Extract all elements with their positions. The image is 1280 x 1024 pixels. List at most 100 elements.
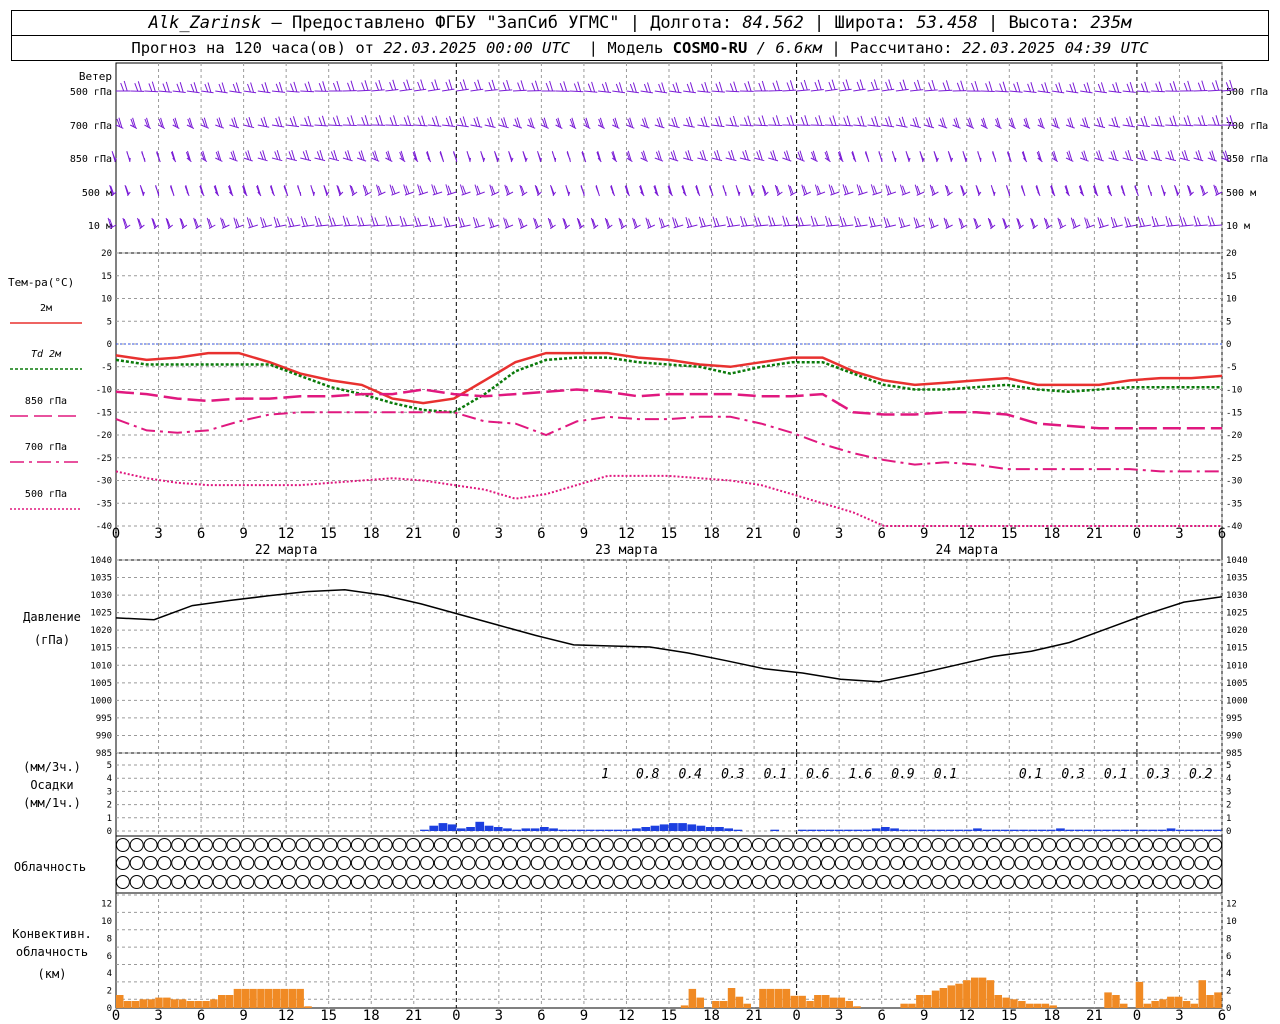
cloud-cover-symbol: [945, 856, 960, 870]
cloud-cover-symbol: [461, 838, 476, 852]
precip-bar: [622, 829, 632, 831]
conv-hour-tick: 0: [452, 1008, 460, 1024]
y-tick-label-left: 5: [107, 317, 112, 327]
cloud-cover-symbol: [364, 875, 379, 889]
cloud-cover-symbol: [461, 856, 476, 870]
cloud-cover-symbol: [1111, 875, 1126, 889]
precip-3h-sum: 0.2: [1189, 767, 1213, 782]
conv-bar: [1214, 992, 1222, 1008]
cloud-cover-symbol: [668, 838, 683, 852]
y-tick-label-left: 1025: [90, 609, 112, 619]
precip-bar: [1019, 829, 1028, 831]
conv-bar: [908, 1003, 916, 1008]
conv-bar: [1143, 1003, 1152, 1008]
precip-bar: [549, 828, 558, 831]
conv-bar: [1135, 981, 1144, 1008]
cloud-cover-symbol: [586, 875, 600, 889]
temp-hour-tick: 18: [703, 526, 720, 542]
cloud-cover-symbol: [1056, 838, 1070, 852]
conv-y-tick-left: 10: [101, 917, 112, 927]
cloud-cover-symbol: [834, 838, 849, 852]
cloud-cover-symbol: [834, 856, 849, 870]
cloud-cover-symbol: [572, 875, 587, 889]
y-tick-label-left: 1: [107, 814, 112, 824]
cloud-cover-symbol: [586, 856, 600, 870]
precip-3h-sum: 1: [601, 767, 609, 782]
cloud-cover-symbol: [1042, 838, 1057, 852]
precip-bar: [982, 829, 992, 831]
cloud-cover-symbol: [903, 838, 918, 852]
model-resolution: / 6.6км: [756, 39, 822, 57]
y-tick-label-right: 1035: [1226, 574, 1248, 584]
y-tick-label-left: 1000: [90, 696, 112, 706]
cloud-cover-symbol: [268, 838, 282, 852]
precip-bar: [798, 829, 807, 831]
cloud-cover-symbol: [489, 838, 504, 852]
conv-y-tick-left: 2: [107, 987, 112, 997]
conv-bar: [1010, 999, 1018, 1008]
temp-hour-tick: 6: [877, 526, 885, 542]
precip-bar: [586, 829, 595, 831]
y-tick-label-left: 4: [107, 774, 112, 784]
lat-value: 53.458: [916, 13, 978, 33]
precip-bar: [991, 829, 1001, 831]
cloud-cover-symbol: [738, 838, 752, 852]
precip-bar: [770, 829, 780, 831]
cloud-cover-symbol: [143, 838, 158, 852]
conv-bar: [814, 995, 822, 1008]
precip-bar: [512, 829, 521, 831]
cloud-cover-symbol: [599, 856, 614, 870]
cloud-cover-symbol: [821, 838, 835, 852]
y-tick-label-right: -15: [1226, 408, 1242, 418]
temp-hour-tick: 15: [320, 526, 337, 542]
cloud-cover-symbol: [558, 875, 573, 889]
cloud-cover-symbol: [613, 875, 628, 889]
cloud-cover-symbol: [212, 856, 227, 870]
cloud-cover-symbol: [433, 838, 448, 852]
y-tick-label-right: 1040: [1226, 556, 1248, 566]
y-tick-label-right: 985: [1226, 749, 1242, 759]
cloud-cover-symbol: [1069, 856, 1084, 870]
conv-bar: [1159, 999, 1167, 1008]
y-tick-label-left: 5: [107, 761, 112, 771]
cloud-cover-symbol: [959, 838, 974, 852]
lat-label: | Широта:: [814, 13, 907, 33]
cloud-cover-symbol: [198, 875, 213, 889]
conv-y-tick-right: 4: [1226, 969, 1231, 979]
lon-label: | Долгота:: [629, 13, 733, 33]
cloud-cover-symbol: [668, 856, 683, 870]
y-tick-label-left: 1040: [90, 556, 112, 566]
cloud-cover-symbol: [682, 838, 697, 852]
cloud-cover-symbol: [931, 875, 946, 889]
conv-bar: [994, 995, 1002, 1008]
precip-bar: [927, 829, 936, 831]
conv-bar: [288, 988, 297, 1008]
alt-label: | Высота:: [988, 13, 1081, 33]
conv-hour-tick: 3: [495, 1008, 503, 1024]
cloud-cover-symbol: [337, 838, 352, 852]
cloud-cover-symbol: [986, 875, 1001, 889]
precip-bar: [475, 821, 485, 831]
y-tick-label-left: 20: [101, 249, 112, 259]
y-tick-label-left: -10: [96, 386, 112, 396]
cloud-cover-symbol: [751, 856, 766, 870]
temp-hour-tick: 18: [1043, 526, 1060, 542]
conv-y-tick-right: 10: [1226, 917, 1237, 927]
conv-hour-tick: 3: [154, 1008, 162, 1024]
conv-bar: [1112, 995, 1120, 1008]
cloud-cover-symbol: [890, 838, 905, 852]
cloud-cover-symbol: [973, 838, 988, 852]
y-tick-label-left: -35: [96, 499, 112, 509]
precip-bar: [650, 825, 660, 831]
conv-bar: [1041, 1003, 1050, 1008]
cloud-cover-symbol: [295, 838, 310, 852]
cloud-cover-symbol: [281, 856, 296, 870]
precip-3h-sum: 0.3: [1061, 767, 1084, 782]
conv-bar: [759, 988, 767, 1008]
legend-t700-label: 700 гПа: [25, 442, 67, 453]
wind-barb-row: [109, 184, 1223, 197]
conv-bar: [1167, 996, 1175, 1008]
cloud-cover-symbol: [309, 875, 324, 889]
precip-bar: [632, 828, 641, 831]
cloud-cover-symbol: [475, 838, 490, 852]
